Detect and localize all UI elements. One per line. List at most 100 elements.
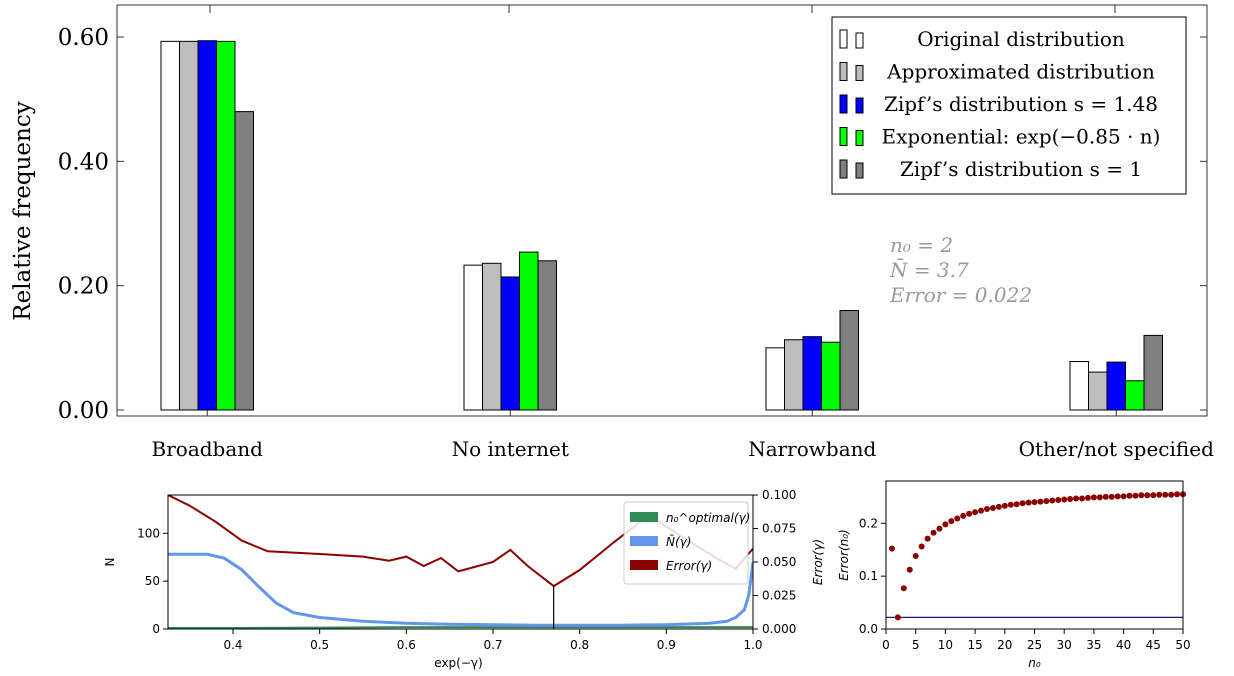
y-tick-label: 0.2 [859, 516, 878, 530]
bar [839, 310, 859, 411]
scatter-point [1102, 493, 1109, 500]
x-tick-label: 35 [1086, 638, 1101, 652]
bar-chart: 0.00 0.20 0.40 0.60 Relative frequency Broadb… [10, 4, 1214, 461]
scatter-point [906, 566, 913, 573]
legend-label: Approximated distribution [886, 60, 1155, 84]
scatter-point [1174, 491, 1181, 498]
scatter-point [1138, 492, 1145, 499]
bar [784, 339, 804, 411]
legend-label: Exponential: exp(−0.85 · n) [882, 125, 1161, 149]
legend-label: Error(γ) [666, 559, 712, 573]
y-tick-label: 0.60 [58, 25, 109, 51]
series-line [168, 552, 753, 627]
y-tick-label: 100 [137, 526, 160, 540]
bar [463, 264, 483, 411]
scatter-point [960, 512, 967, 519]
scatter-point [966, 510, 973, 517]
bar [765, 347, 785, 411]
y-axis-label: Error(n₀) [837, 529, 851, 581]
scatter-point [1162, 491, 1169, 498]
scatter-point [918, 543, 925, 550]
x-tick-label: 30 [1057, 638, 1072, 652]
x-tick-label: 40 [1116, 638, 1131, 652]
bar-chart-frame [116, 4, 1208, 417]
legend-swatch [630, 560, 658, 570]
scatter-point [1150, 492, 1157, 499]
bar [216, 40, 236, 411]
stats-annotation: Error = 0.022 [889, 283, 1032, 307]
series-line [168, 626, 753, 629]
scatter-point [1037, 498, 1044, 505]
x-tick-label: 0.9 [657, 638, 676, 652]
y-tick-label: 0.40 [58, 149, 109, 175]
x-tick-label: Broadband [152, 437, 264, 461]
y-tick-label-right: 0.075 [762, 522, 796, 536]
x-tick-label: 0.8 [570, 638, 589, 652]
scatter-point [1043, 498, 1050, 505]
scatter-point [1084, 494, 1091, 501]
scatter-point [888, 545, 895, 552]
x-axis-label: n₀ [1028, 656, 1041, 670]
stats-annotation: n₀ = 2 [890, 233, 953, 257]
x-tick-label: 0.6 [397, 638, 416, 652]
scatter-point [924, 535, 931, 542]
scatter-point [1120, 493, 1127, 500]
x-tick-label: 0 [882, 638, 890, 652]
scatter-point [983, 506, 990, 513]
bar [160, 40, 180, 411]
scatter-chart: 0 5 10 15 20 25 30 35 40 45 50 n₀ 0.0 0.1 0.2 Error(n₀) [837, 480, 1191, 670]
y-axis-label: N [103, 558, 117, 567]
legend-swatch [855, 97, 864, 114]
scatter-point [1025, 499, 1032, 506]
x-tick-label: 10 [938, 638, 953, 652]
y-tick-label: 0.00 [58, 398, 109, 424]
scatter-point [1126, 492, 1133, 499]
legend-swatch [855, 162, 864, 179]
bar [821, 341, 841, 411]
scatter-point [942, 521, 949, 528]
scatter-point [1096, 494, 1103, 501]
y-tick-label-right: 0.000 [762, 622, 796, 636]
y-tick-label-right: 0.025 [762, 589, 796, 603]
scatter-point [995, 503, 1002, 510]
legend-label: Zipf’s distribution s = 1 [900, 157, 1142, 181]
y-axis-label-right: Error(γ) [811, 539, 825, 585]
scatter-point [1079, 495, 1086, 502]
bar [482, 262, 502, 411]
bar [234, 111, 254, 411]
y-tick-label: 0.1 [859, 569, 878, 583]
x-tick-label: 0.7 [483, 638, 502, 652]
legend-swatch [839, 159, 848, 179]
scatter-point [1108, 493, 1115, 500]
scatter-point [1144, 492, 1151, 499]
bar [1069, 361, 1089, 411]
y-tick-label: 0.20 [58, 274, 109, 300]
legend-swatch [630, 512, 658, 522]
legend-swatch [855, 130, 864, 146]
bar [197, 40, 217, 411]
x-tick-label: Other/not specified [1019, 437, 1214, 461]
bar [500, 276, 520, 411]
legend-swatch [839, 94, 848, 114]
scatter-point [978, 507, 985, 514]
scatter-point [1001, 502, 1008, 509]
bar [1143, 334, 1163, 411]
scatter-point [954, 515, 961, 522]
x-tick-label: 50 [1175, 638, 1190, 652]
scatter-point [1073, 495, 1080, 502]
scatter-point [1031, 499, 1038, 506]
x-tick-label: 1.0 [743, 638, 762, 652]
scatter-point [1132, 492, 1139, 499]
bar [1125, 380, 1145, 411]
y-tick-label-right: 0.050 [762, 555, 796, 569]
legend-label: Zipf’s distribution s = 1.48 [884, 92, 1158, 116]
y-tick-label-right: 0.100 [762, 488, 796, 502]
scatter-point [1019, 500, 1026, 507]
bar [519, 251, 539, 411]
bar [537, 260, 557, 411]
scatter-point [989, 504, 996, 511]
scatter-point [1007, 501, 1014, 508]
x-tick-label: 45 [1146, 638, 1161, 652]
x-tick-label: 20 [997, 638, 1012, 652]
